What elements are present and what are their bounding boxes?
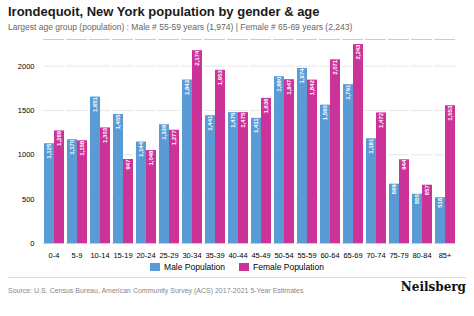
html-text:Source: U.S. Census Bureau, Am: Source: U.S. Census Bureau, American Com… — [8, 287, 304, 294]
svg-text:1,048: 1,048 — [148, 150, 154, 166]
svg-text:85+: 85+ — [439, 251, 452, 259]
svg-text:45-49: 45-49 — [251, 251, 270, 259]
svg-text:2,243: 2,243 — [355, 44, 361, 60]
svg-text:35-39: 35-39 — [205, 251, 224, 259]
svg-text:15-19: 15-19 — [113, 251, 132, 259]
svg-text:55-59: 55-59 — [297, 251, 316, 259]
svg-text:1,170: 1,170 — [69, 139, 75, 155]
svg-text:1,791: 1,791 — [345, 84, 351, 100]
svg-text:1,636: 1,636 — [263, 98, 269, 114]
svg-text:1,269: 1,269 — [56, 130, 62, 146]
svg-text:1,651: 1,651 — [92, 96, 98, 112]
svg-text:1,411: 1,411 — [253, 118, 259, 133]
svg-text:1,158: 1,158 — [79, 140, 85, 156]
svg-text:50-54: 50-54 — [274, 251, 293, 259]
svg-text:25-29: 25-29 — [159, 251, 178, 259]
svg-text:1,303: 1,303 — [102, 127, 108, 143]
svg-text:1,125: 1,125 — [46, 143, 52, 159]
svg-text:10-14: 10-14 — [90, 251, 109, 259]
svg-text:1,847: 1,847 — [286, 79, 292, 95]
svg-text:500: 500 — [22, 195, 35, 204]
svg-text:1500: 1500 — [18, 106, 35, 115]
svg-text:0: 0 — [30, 239, 34, 248]
svg-text:947: 947 — [125, 159, 131, 170]
svg-text:5-9: 5-9 — [72, 251, 83, 259]
svg-text:60-64: 60-64 — [320, 251, 339, 259]
svg-text:555: 555 — [414, 194, 420, 205]
svg-text:1,277: 1,277 — [171, 130, 177, 146]
svg-text:1,472: 1,472 — [378, 112, 384, 128]
svg-text:516: 516 — [437, 197, 443, 208]
svg-text:0-4: 0-4 — [49, 251, 60, 259]
svg-text:70-74: 70-74 — [366, 251, 385, 259]
html-text:Largest age group (population): Largest age group (population) : Male # … — [8, 22, 353, 32]
svg-text:2,174: 2,174 — [194, 50, 200, 66]
svg-text:80-84: 80-84 — [412, 251, 431, 259]
svg-text:944: 944 — [401, 159, 407, 170]
svg-text:1000: 1000 — [18, 150, 35, 159]
svg-text:30-34: 30-34 — [182, 251, 201, 259]
svg-text:2000: 2000 — [18, 62, 35, 71]
svg-text:1,455: 1,455 — [115, 114, 121, 130]
svg-text:669: 669 — [391, 184, 397, 195]
svg-text:1,441: 1,441 — [207, 115, 213, 131]
svg-text:1,880: 1,880 — [276, 76, 282, 92]
svg-text:75-79: 75-79 — [389, 251, 408, 259]
svg-text:1,181: 1,181 — [368, 138, 374, 154]
svg-text:40-44: 40-44 — [228, 251, 247, 259]
svg-text:20-24: 20-24 — [136, 251, 155, 259]
html-text:Female Population: Female Population — [253, 262, 324, 272]
svg-text:1,953: 1,953 — [217, 70, 223, 86]
svg-text:1,144: 1,144 — [138, 141, 144, 157]
svg-text:1,842: 1,842 — [309, 79, 315, 95]
svg-text:1,553: 1,553 — [447, 105, 453, 121]
svg-text:65-69: 65-69 — [343, 251, 362, 259]
svg-text:1,475: 1,475 — [230, 112, 236, 128]
svg-text:2,071: 2,071 — [332, 59, 338, 75]
svg-text:1,339: 1,339 — [161, 124, 167, 140]
svg-text:1,475: 1,475 — [240, 112, 246, 128]
svg-text:657: 657 — [424, 185, 430, 196]
svg-text:1,560: 1,560 — [322, 104, 328, 120]
svg-text:1,843: 1,843 — [184, 79, 190, 95]
html-text:Male Population: Male Population — [164, 262, 225, 272]
html-text:Irondequoit, New York populati: Irondequoit, New York population by gend… — [8, 4, 320, 19]
html-text:Neilsberg: Neilsberg — [400, 280, 466, 294]
svg-text:1,974: 1,974 — [299, 68, 305, 84]
